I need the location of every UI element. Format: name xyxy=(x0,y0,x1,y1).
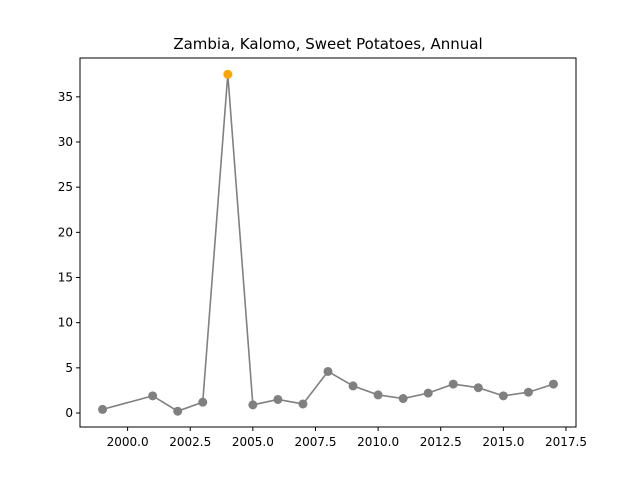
x-tick-label: 2012.5 xyxy=(420,435,462,449)
highlight-point xyxy=(223,69,233,79)
x-tick-label: 2002.5 xyxy=(169,435,211,449)
data-point xyxy=(98,404,108,414)
data-point xyxy=(548,379,558,389)
x-tick-label: 2005.0 xyxy=(232,435,274,449)
data-point xyxy=(248,400,258,410)
data-point xyxy=(373,390,383,400)
x-tick-label: 2010.0 xyxy=(357,435,399,449)
data-point xyxy=(148,391,158,401)
data-point xyxy=(523,387,533,397)
data-point xyxy=(198,397,208,407)
series-line xyxy=(102,74,554,413)
chart-title: Zambia, Kalomo, Sweet Potatoes, Annual xyxy=(173,35,482,53)
data-point xyxy=(273,394,283,404)
y-tick-label: 20 xyxy=(58,225,73,239)
y-tick-label: 30 xyxy=(58,135,73,149)
data-point xyxy=(423,388,433,398)
axes-frame xyxy=(79,57,577,428)
plot-area xyxy=(98,69,558,416)
data-point xyxy=(298,399,308,409)
y-tick-label: 15 xyxy=(58,271,73,285)
y-tick-label: 35 xyxy=(58,90,73,104)
x-tick-label: 2015.0 xyxy=(482,435,524,449)
x-tick-label: 2007.5 xyxy=(294,435,336,449)
data-point xyxy=(348,381,358,391)
x-tick-label: 2017.5 xyxy=(545,435,587,449)
data-point xyxy=(498,391,508,401)
data-point xyxy=(173,406,183,416)
data-point xyxy=(473,383,483,393)
y-tick-label: 0 xyxy=(65,406,73,420)
x-axis: 2000.0 2002.5 2005.0 2007.5 2010.0 2012.5 2015… xyxy=(107,427,587,449)
y-tick-label: 5 xyxy=(65,361,73,375)
data-point xyxy=(323,366,333,376)
y-tick-label: 25 xyxy=(58,180,73,194)
y-axis: 0 5 10 15 20 25 30 35 xyxy=(58,90,80,420)
data-point xyxy=(448,379,458,389)
y-tick-label: 10 xyxy=(58,316,73,330)
x-tick-label: 2000.0 xyxy=(107,435,149,449)
data-point xyxy=(398,394,408,404)
